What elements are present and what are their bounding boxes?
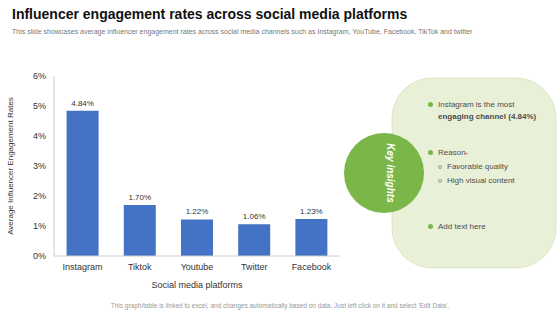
html-text:Influencer engagement rates ac: Influencer engagement rates across socia… [12,6,408,22]
svg-text:Tiktok: Tiktok [128,262,152,272]
svg-text:2%: 2% [33,191,46,201]
svg-text:1.70%: 1.70% [128,193,151,202]
html-text:This slide showcases average i: This slide showcases average influencer … [12,28,473,35]
svg-text:6%: 6% [33,71,46,81]
svg-text:Youtube: Youtube [181,262,214,272]
svg-text:Key insights: Key insights [385,143,396,203]
svg-text:0%: 0% [33,251,46,261]
html-text:Reason-: Reason- [438,148,469,157]
html-text:Add text here: Add text here [438,222,486,231]
svg-text:Social media platforms: Social media platforms [151,280,243,290]
svg-text:Twitter: Twitter [241,262,268,272]
svg-text:5%: 5% [33,101,46,111]
svg-text:1.22%: 1.22% [186,207,209,216]
svg-text:4%: 4% [33,131,46,141]
html-text:This graph/table is linked to: This graph/table is linked to excel, and… [110,302,450,309]
svg-text:Average Influencer Engagement: Average Influencer Engagement Rates [8,97,15,235]
html-text:Instagram is the most: Instagram is the most [438,100,515,109]
svg-text:4.84%: 4.84% [71,99,94,108]
svg-text:Instagram: Instagram [63,262,103,272]
svg-text:1%: 1% [33,221,46,231]
svg-text:1.23%: 1.23% [300,207,323,216]
html-text:Favorable quality: Favorable quality [447,162,508,171]
html-text:engaging channel (4.84%): engaging channel (4.84%) [438,112,537,121]
html-text:High visual content: High visual content [447,176,515,185]
svg-text:3%: 3% [33,161,46,171]
svg-text:Facebook: Facebook [292,262,332,272]
svg-text:1.06%: 1.06% [243,212,266,221]
